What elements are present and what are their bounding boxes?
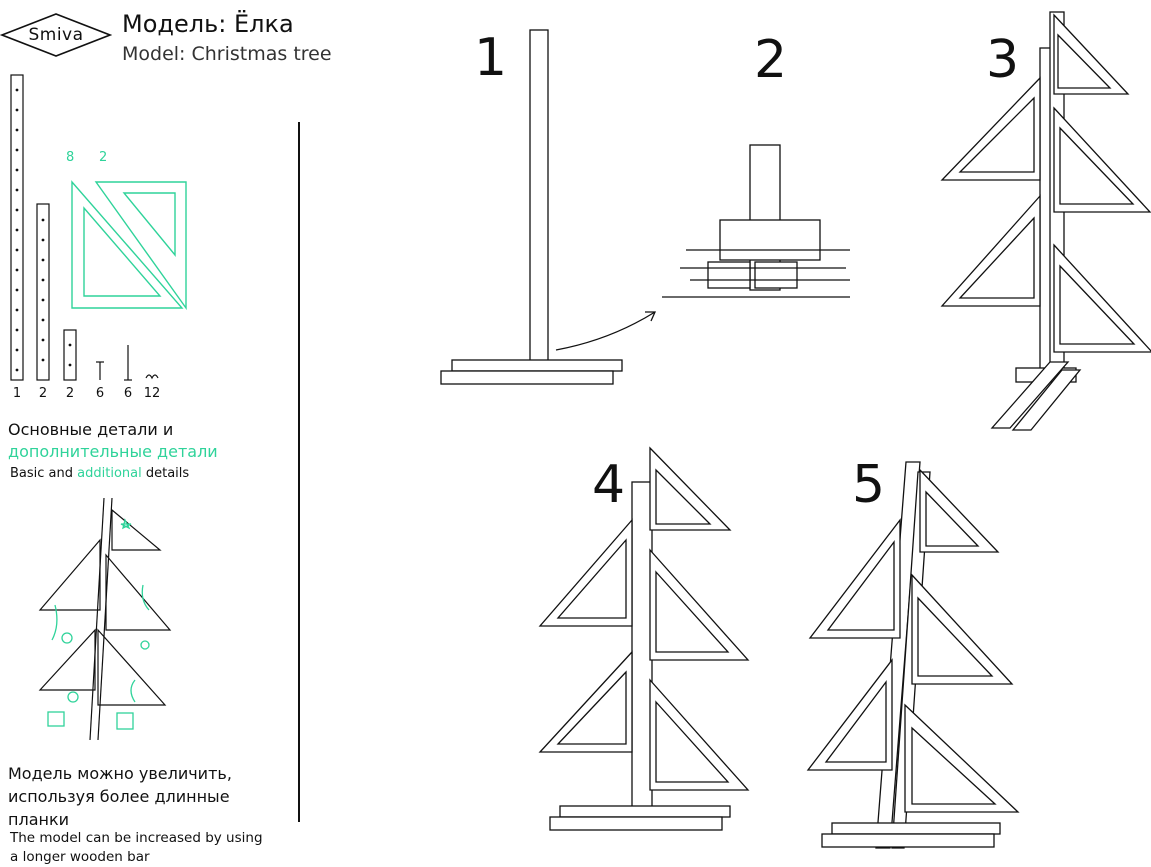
- step-number-5: 5: [852, 455, 886, 515]
- additional-qty-1: 8: [66, 150, 75, 165]
- details-basic-ru: Основные детали и: [8, 420, 174, 439]
- step-3-drawing: [940, 11, 1151, 431]
- part-qty-6: 12: [143, 386, 161, 401]
- column-divider: [298, 122, 300, 822]
- details-additional-en: additional: [77, 466, 142, 481]
- details-heading-ru: Основные детали и дополнительные детали: [8, 419, 218, 463]
- step-number-2: 2: [754, 30, 788, 90]
- step-4-drawing: [538, 446, 750, 831]
- step-1-drawing: [440, 29, 657, 385]
- step-number-4: 4: [592, 455, 626, 515]
- extend-note-ru: Модель можно увеличить, используя более …: [8, 764, 232, 829]
- details-additional-ru: дополнительные детали: [8, 442, 218, 461]
- step-number-3: 3: [986, 30, 1020, 90]
- page-title-ru: Модель: Ёлка: [122, 10, 294, 38]
- part-qty-1: 1: [12, 386, 22, 401]
- extend-note-en: The model can be increased by using a lo…: [10, 830, 263, 865]
- page-title-en: Model: Christmas tree: [122, 43, 332, 65]
- details-basic-en: Basic and: [10, 466, 74, 481]
- step-5-drawing: [806, 461, 1020, 849]
- parts-illustration: [10, 74, 187, 741]
- brand-logo-text: Smiva: [28, 25, 84, 45]
- part-qty-4: 6: [95, 386, 105, 401]
- step-number-1: 1: [474, 28, 508, 88]
- step-2-drawing: [662, 144, 850, 298]
- brand-logo: [0, 13, 112, 57]
- part-qty-5: 6: [123, 386, 133, 401]
- details-heading-en: Basic and additional details: [10, 466, 189, 481]
- part-qty-3: 2: [65, 386, 75, 401]
- additional-qty-2: 2: [99, 150, 108, 165]
- part-qty-2: 2: [38, 386, 48, 401]
- details-end-en: details: [145, 466, 190, 481]
